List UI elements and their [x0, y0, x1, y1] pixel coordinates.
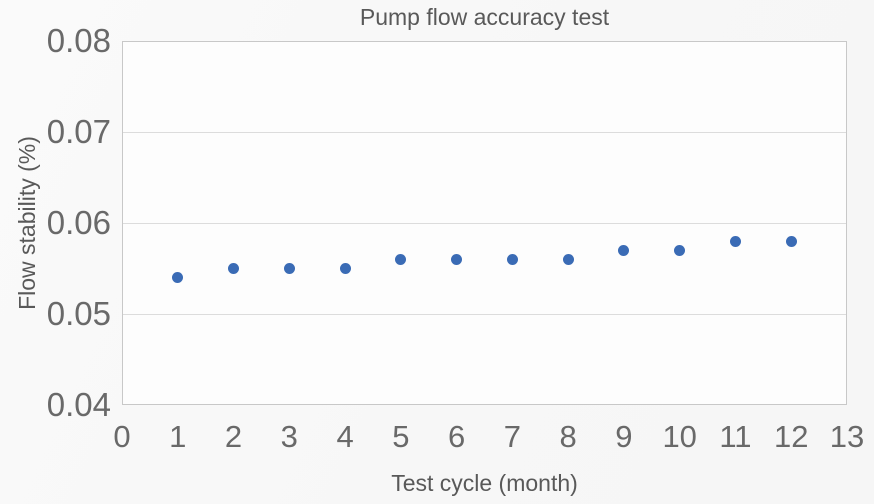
data-point: [506, 253, 518, 265]
grid-line: [123, 132, 846, 133]
y-tick-label: 0.06: [46, 204, 111, 241]
x-tick-label: 5: [392, 419, 410, 454]
x-tick-label: 11: [719, 419, 752, 454]
data-point: [674, 244, 686, 256]
grid-line: [123, 314, 846, 315]
grid-line: [123, 223, 846, 224]
y-tick-label: 0.08: [46, 22, 111, 59]
data-point: [172, 272, 184, 284]
y-tick-label: 0.04: [46, 386, 111, 423]
y-tick-label: 0.07: [46, 113, 111, 150]
x-tick-label: 6: [447, 419, 466, 454]
x-tick-label: 9: [615, 419, 633, 454]
x-tick-label: 13: [829, 419, 865, 454]
chart-title: Pump flow accuracy test: [359, 4, 610, 30]
x-tick-label: 8: [559, 419, 577, 454]
data-point: [785, 235, 797, 247]
x-tick-label: 4: [336, 419, 354, 454]
x-tick-label: 0: [113, 419, 131, 454]
x-tick-label: 2: [224, 419, 243, 454]
y-tick-label: 0.05: [46, 295, 111, 332]
x-tick-label: 10: [662, 419, 697, 454]
data-point: [562, 253, 574, 265]
x-tick-label: 7: [503, 419, 521, 454]
data-point: [729, 235, 741, 247]
plot-area: [122, 41, 847, 405]
data-point: [339, 263, 351, 274]
x-tick-label: 3: [280, 419, 298, 454]
data-point: [283, 263, 295, 274]
x-axis-label: Test cycle (month): [391, 470, 578, 496]
data-point: [618, 244, 630, 256]
data-point: [451, 253, 463, 265]
x-tick-label: 1: [169, 419, 187, 454]
x-tick-label: 12: [773, 419, 809, 454]
data-point: [228, 263, 240, 274]
data-point: [395, 253, 407, 265]
